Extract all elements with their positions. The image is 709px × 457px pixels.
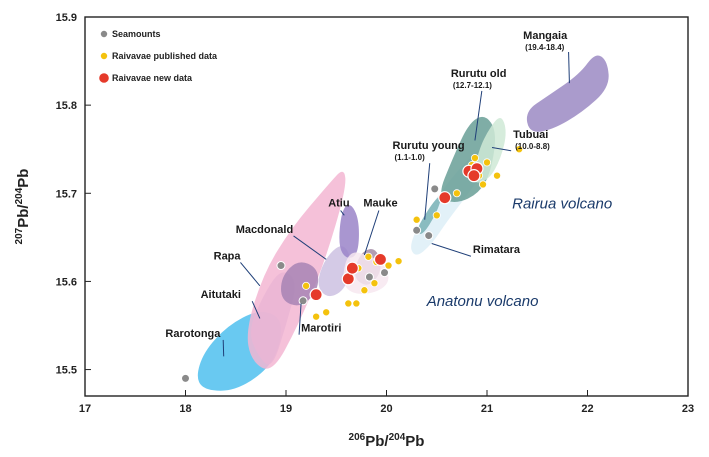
- legend: Seamounts Raivavae published data Raivavae…: [98, 29, 218, 84]
- published-point: [352, 299, 361, 308]
- label-rurutu-old-age: (12.7-12.1): [453, 81, 492, 90]
- label-rapa: Rapa: [214, 250, 242, 262]
- seamount-point: [181, 373, 190, 383]
- new-data-point: [309, 288, 323, 302]
- seamount-point: [364, 272, 374, 282]
- label-mangaia: Mangaia: [523, 30, 568, 42]
- legend-label-seamounts: Seamounts: [112, 29, 161, 39]
- published-point: [482, 158, 491, 167]
- x-tick-label: 18: [179, 403, 191, 415]
- leader-rurutu-young: [424, 163, 431, 220]
- published-point: [493, 171, 502, 180]
- volcano-label-rairua-volcano: Rairua volcano: [512, 195, 612, 212]
- label-rimatara: Rimatara: [473, 244, 521, 256]
- published-point: [344, 299, 353, 308]
- leader-mauke: [363, 210, 380, 256]
- leader-rurutu-old: [474, 90, 483, 141]
- published-point: [384, 261, 393, 270]
- leader-tubuai: [491, 146, 512, 152]
- leader-rimatara: [431, 243, 472, 257]
- new-data-point: [438, 191, 452, 205]
- label-rurutu-young: Rurutu young: [393, 140, 465, 152]
- label-tubuai-age: (10.0-8.8): [515, 142, 550, 151]
- new-data-point: [345, 261, 359, 275]
- label-rarotonga: Rarotonga: [165, 328, 221, 340]
- y-tick-label: 15.6: [56, 276, 77, 288]
- field-mangaia: [526, 55, 609, 132]
- field-rurutu-young: [417, 196, 441, 235]
- x-axis-title: 206Pb/204Pb: [349, 432, 425, 450]
- label-macdonald: Macdonald: [236, 224, 293, 236]
- y-tick-label: 15.8: [56, 100, 77, 112]
- field-macdonald: [318, 246, 351, 297]
- seamount-point: [430, 184, 440, 194]
- label-rurutu-young-age: (1.1-1.0): [395, 153, 426, 162]
- field-atiu: [339, 205, 359, 258]
- label-rurutu-old: Rurutu old: [451, 68, 507, 80]
- legend-marker-raivavae-new-data: [98, 72, 110, 84]
- label-atiu: Atiu: [328, 198, 349, 210]
- x-tick-label: 20: [380, 403, 392, 415]
- label-marotiri: Marotiri: [301, 323, 341, 335]
- leader-atiu: [340, 210, 345, 216]
- published-point: [364, 252, 373, 261]
- leader-rapa: [240, 262, 261, 287]
- published-point: [302, 281, 311, 290]
- label-mangaia-age: (19.4-18.4): [525, 43, 564, 52]
- published-point: [360, 286, 369, 295]
- new-data-point: [467, 169, 481, 183]
- y-tick-label: 15.5: [56, 365, 77, 377]
- new-data-point: [373, 252, 388, 266]
- x-tick-label: 19: [280, 403, 292, 415]
- published-point: [312, 312, 321, 321]
- published-point: [452, 189, 461, 198]
- published-point: [394, 257, 403, 266]
- published-point: [478, 180, 487, 189]
- y-tick-label: 15.9: [56, 12, 77, 24]
- x-tick-label: 22: [581, 403, 593, 415]
- leader-marotiri: [298, 303, 302, 335]
- seamount-point: [379, 268, 389, 278]
- legend-marker-raivavae-published-data: [100, 52, 109, 61]
- seamount-point: [298, 296, 308, 306]
- label-tubuai: Tubuai: [513, 129, 548, 141]
- axis-ticks: 17 18 19 20 21 22 23 15.5 15.6 15.7 15.8 15.9: [56, 12, 695, 415]
- legend-label-raivavae-published-data: Raivavae published data: [112, 51, 218, 61]
- field-labels: Rarotonga Aitutaki Rapa Macdonald Atiu Mauke M…: [165, 30, 612, 340]
- legend-label-raivavae-new-data: Raivavae new data: [112, 73, 193, 83]
- field-marotiri: [281, 262, 319, 306]
- published-point: [432, 211, 441, 220]
- published-point: [322, 308, 331, 317]
- legend-marker-seamounts: [100, 29, 109, 38]
- published-point: [515, 145, 524, 154]
- data-points: [181, 145, 524, 383]
- y-tick-label: 15.7: [56, 188, 77, 200]
- published-point: [370, 279, 379, 288]
- leader-macdonald: [293, 235, 327, 260]
- x-tick-label: 17: [79, 403, 91, 415]
- label-mauke: Mauke: [363, 198, 397, 210]
- y-axis-title: 207Pb/204Pb: [14, 169, 32, 245]
- x-tick-label: 23: [682, 403, 694, 415]
- leader-aitutaki: [251, 300, 261, 319]
- label-leaders: [222, 52, 570, 357]
- published-point: [470, 154, 479, 163]
- seamount-point: [276, 261, 286, 271]
- x-tick-label: 21: [481, 403, 493, 415]
- volcano-label-anatonu-volcano: Anatonu volcano: [426, 293, 539, 310]
- seamount-point: [424, 231, 434, 241]
- published-point: [412, 215, 421, 224]
- label-aitutaki: Aitutaki: [201, 289, 241, 301]
- leader-mangaia: [568, 52, 570, 84]
- seamount-point: [412, 225, 422, 235]
